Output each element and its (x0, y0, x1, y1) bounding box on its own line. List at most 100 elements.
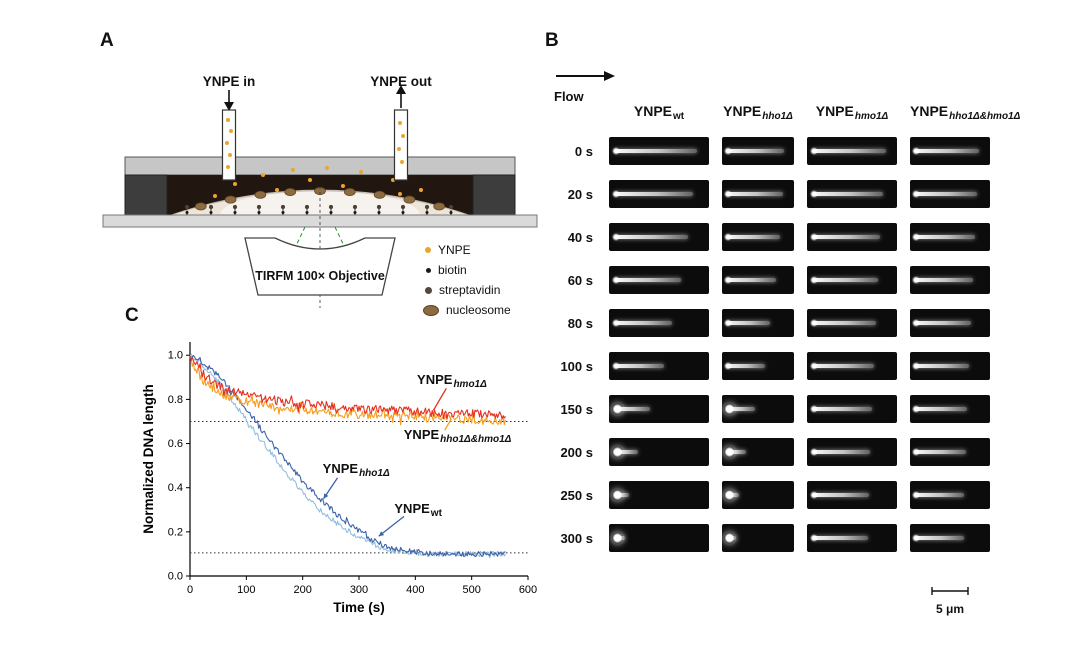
microscopy-image (609, 137, 709, 165)
microscopy-image (910, 481, 990, 509)
svg-text:0.4: 0.4 (168, 482, 183, 494)
legend-item-ynpe: YNPE (425, 240, 511, 260)
panel-b-images: Flow YNPEwt YNPEhho1Δ YNPEhmo1Δ YNPEhho1Δ&h… (540, 25, 1075, 650)
microscopy-image (609, 180, 709, 208)
outlet-label: YNPE out (370, 74, 432, 89)
microscopy-image (609, 481, 709, 509)
microscopy-image (910, 180, 990, 208)
microscopy-image (807, 395, 897, 423)
microscopy-image (609, 395, 709, 423)
series-label-wt: YNPEwt (394, 500, 442, 519)
scale-bar-label: 5 μm (935, 602, 965, 616)
column-header: YNPEwt (633, 103, 685, 122)
ynpe-particles (213, 166, 423, 198)
legend-label: biotin (438, 263, 467, 277)
column-header: YNPEhho1Δ (723, 103, 793, 122)
flow-cell-diagram (102, 85, 538, 308)
time-label: 20 s (567, 186, 593, 202)
time-label: 300 s (560, 530, 593, 546)
coverslip (102, 214, 538, 228)
ynpe-marker-icon (425, 247, 431, 253)
svg-text:0.2: 0.2 (168, 526, 183, 538)
microscopy-image (910, 524, 990, 552)
microscopy-image (910, 223, 990, 251)
time-label: 150 s (560, 401, 593, 417)
column-header: YNPEhmo1Δ (815, 103, 889, 122)
panel-a-label: A (100, 30, 114, 51)
svg-text:1.0: 1.0 (168, 350, 183, 362)
svg-text:300: 300 (350, 584, 368, 596)
dna-length-chart: 0 100 200 300 400 500 600 0.0 0.2 0.4 0.6 0.8 1.0 Tim… (141, 342, 537, 615)
spacer-left (124, 174, 168, 216)
legend-label: nucleosome (446, 303, 511, 317)
microscopy-image (609, 524, 709, 552)
time-label: 40 s (567, 229, 593, 245)
svg-text:0.8: 0.8 (168, 394, 183, 406)
svg-text:0.6: 0.6 (168, 438, 183, 450)
nucleosome-array (182, 187, 458, 212)
series-label-hmo1-: YNPEhmo1Δ (417, 371, 487, 390)
microscopy-image (722, 524, 794, 552)
microscopy-image (722, 180, 794, 208)
svg-text:100: 100 (237, 584, 255, 596)
legend-item-streptavidin: streptavidin (425, 280, 511, 300)
microscopy-image (807, 180, 897, 208)
inlet-label: YNPE in (202, 74, 256, 89)
microscopy-image (807, 309, 897, 337)
legend-item-nucleosome: nucleosome (423, 300, 511, 320)
microscopy-image (609, 438, 709, 466)
svg-text:400: 400 (406, 584, 424, 596)
microscopy-image (910, 309, 990, 337)
chart-area: 0 100 200 300 400 500 600 0.0 0.2 0.4 0.6 0.8 1.0 Tim… (95, 330, 565, 640)
microscopy-image (807, 266, 897, 294)
tube-particles (225, 118, 405, 169)
time-label: 100 s (560, 358, 593, 374)
objective-label: TIRFM 100× Objective (255, 269, 385, 283)
microscopy-image (609, 266, 709, 294)
svg-text:600: 600 (519, 584, 537, 596)
inlet-tube (221, 109, 237, 181)
column-header: YNPEhho1Δ&hmo1Δ (910, 103, 1021, 122)
objective-lens (244, 237, 396, 296)
scale-bar: 5 μm (928, 583, 972, 616)
time-label: 60 s (567, 272, 593, 288)
panel-c-chart: 0 100 200 300 400 500 600 0.0 0.2 0.4 0.6 0.8 1.0 Tim… (95, 330, 565, 650)
microscopy-image (722, 438, 794, 466)
cell-lid (124, 156, 516, 176)
svg-text:200: 200 (293, 584, 311, 596)
flow-label: Flow (554, 89, 584, 104)
svg-text:0: 0 (187, 584, 193, 596)
legend-label: streptavidin (439, 283, 501, 297)
scale-bar-line (931, 587, 969, 595)
outlet-arrow-icon (396, 85, 406, 108)
flow-direction: Flow (554, 69, 616, 104)
microscopy-image (807, 137, 897, 165)
time-label: 80 s (567, 315, 593, 331)
microscopy-image (722, 223, 794, 251)
microscopy-image (722, 137, 794, 165)
panel-a-schematic: YNPE in YNPE out TIRFM 100× Objective YN… (95, 68, 545, 323)
microscopy-image (609, 352, 709, 380)
microscopy-image (722, 309, 794, 337)
microscopy-image (910, 352, 990, 380)
panel-c-label: C (125, 305, 139, 326)
inlet-arrow-icon (224, 90, 234, 111)
svg-text:Normalized DNA length: Normalized DNA length (141, 384, 156, 534)
legend-item-biotin: biotin (425, 260, 511, 280)
outlet-tube (393, 109, 409, 181)
flow-arrow-icon (556, 71, 615, 81)
legend-label: YNPE (438, 243, 471, 257)
microscopy-image (722, 352, 794, 380)
svg-text:Time (s): Time (s) (333, 600, 385, 615)
microscopy-image (722, 481, 794, 509)
time-label: 0 s (574, 143, 593, 159)
microscopy-image (910, 137, 990, 165)
microscopy-image (722, 395, 794, 423)
microscopy-image (910, 395, 990, 423)
microscopy-image (910, 438, 990, 466)
microscopy-image (807, 524, 897, 552)
svg-text:0.0: 0.0 (168, 571, 183, 583)
series-label-hho1--hmo1-: YNPEhho1Δ&hmo1Δ (403, 426, 512, 445)
microscopy-image (722, 266, 794, 294)
